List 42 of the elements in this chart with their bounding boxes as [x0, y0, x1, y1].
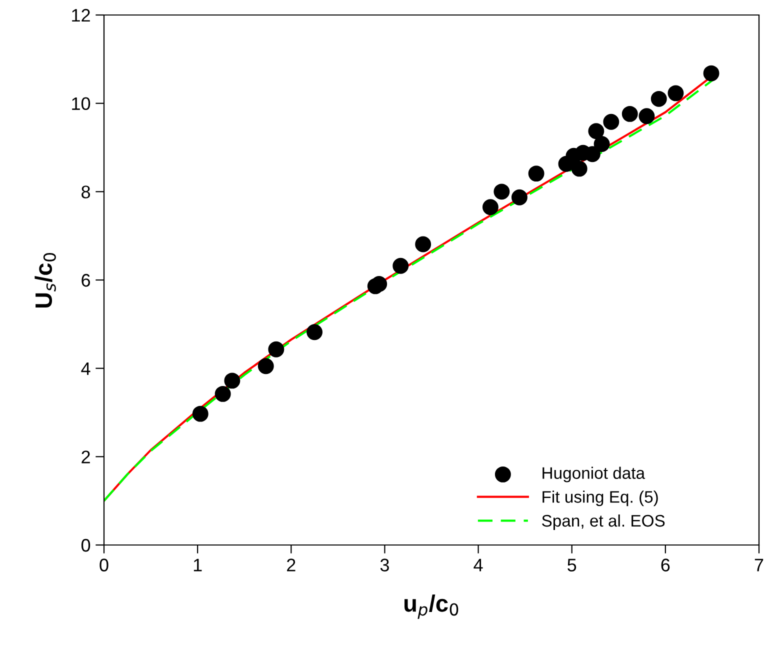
point: [703, 65, 720, 82]
y-tick-label: 10: [72, 97, 90, 110]
point: [258, 358, 274, 374]
x-tick-label: 5: [568, 558, 576, 572]
y-tick-label: 2: [82, 450, 90, 464]
x-tick-label: 1: [194, 558, 202, 572]
x-tick-label: 0: [100, 558, 108, 572]
point: [306, 324, 323, 340]
point: [603, 114, 620, 130]
y-tick-label: 12: [72, 8, 90, 22]
legend-label: Fit using Eq. (5): [542, 490, 658, 506]
point: [638, 108, 655, 124]
x-tick-label: 2: [287, 558, 296, 572]
point: [371, 276, 388, 292]
point: [588, 123, 604, 140]
point: [494, 184, 510, 200]
x-axis-title: u$_{p}$/c$_{0}$: [404, 594, 458, 619]
x-tick-label: 4: [474, 558, 483, 572]
point: [528, 166, 544, 182]
x-tick-label: 6: [661, 558, 670, 572]
y-tick-label: 0: [81, 538, 90, 552]
point: [268, 341, 284, 358]
point: [594, 136, 610, 152]
point: [482, 199, 498, 216]
point: [571, 160, 588, 177]
legend-label: Hugoniot data: [542, 466, 646, 482]
point: [415, 236, 432, 252]
x-tick-label: 3: [380, 558, 389, 572]
point: [650, 90, 667, 107]
point: [511, 189, 528, 206]
legend-label: Span, et al. EOS: [542, 514, 665, 530]
y-tick-label: 8: [82, 186, 90, 198]
y-tick-label: 4: [81, 362, 90, 375]
point: [392, 258, 409, 274]
point: [668, 85, 684, 102]
point: [622, 106, 638, 122]
x-tick-label: 7: [754, 558, 764, 572]
y-axis-title: U$_{s}$/c$_{0}$: [34, 253, 56, 308]
point: [224, 372, 240, 389]
y-tick-label: 6: [82, 274, 90, 287]
point: [192, 406, 208, 422]
point: [214, 386, 231, 402]
